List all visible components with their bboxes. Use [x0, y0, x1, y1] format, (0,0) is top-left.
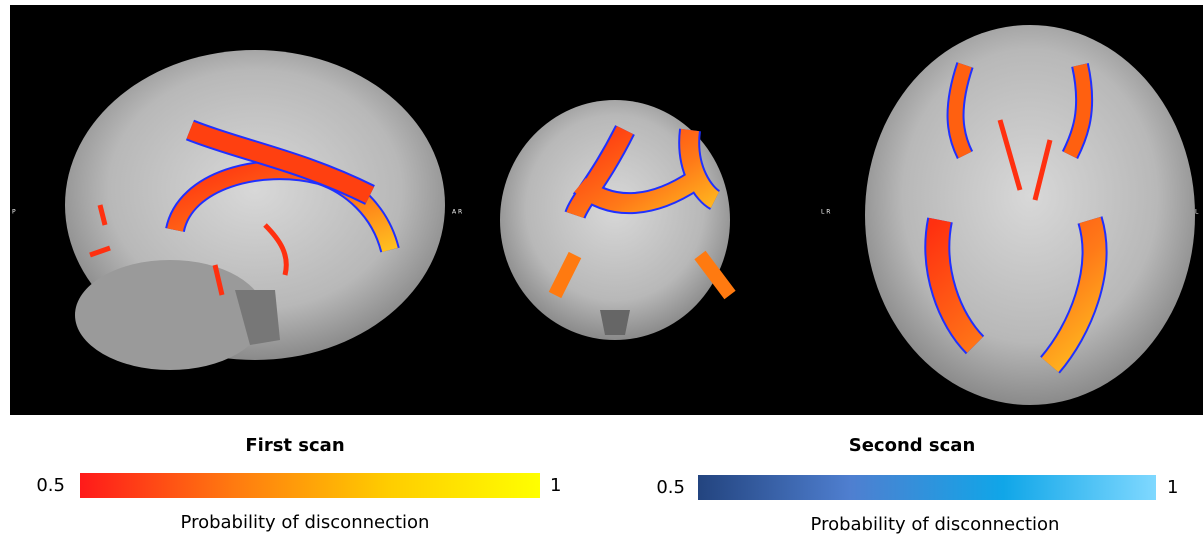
colorbar [80, 473, 540, 498]
colorbar-title: First scan [245, 435, 344, 456]
colorbar [698, 475, 1156, 500]
orientation-label: L R [821, 209, 830, 216]
colorbar-label: Probability of disconnection [181, 512, 430, 533]
coronal-slice [500, 100, 736, 340]
orientation-label: L [1195, 209, 1199, 216]
axial-slice [865, 25, 1195, 405]
colorbar-min: 0.5 [36, 475, 65, 496]
colorbar-max: 1 [550, 475, 561, 496]
colorbar-max: 1 [1167, 477, 1178, 498]
colorbar-label: Probability of disconnection [811, 514, 1060, 535]
colorbar-min: 0.5 [656, 477, 685, 498]
sagittal-slice [65, 50, 445, 370]
orientation-label: A R [452, 209, 462, 216]
colorbar-title: Second scan [849, 435, 976, 456]
orientation-label: P [12, 209, 16, 216]
